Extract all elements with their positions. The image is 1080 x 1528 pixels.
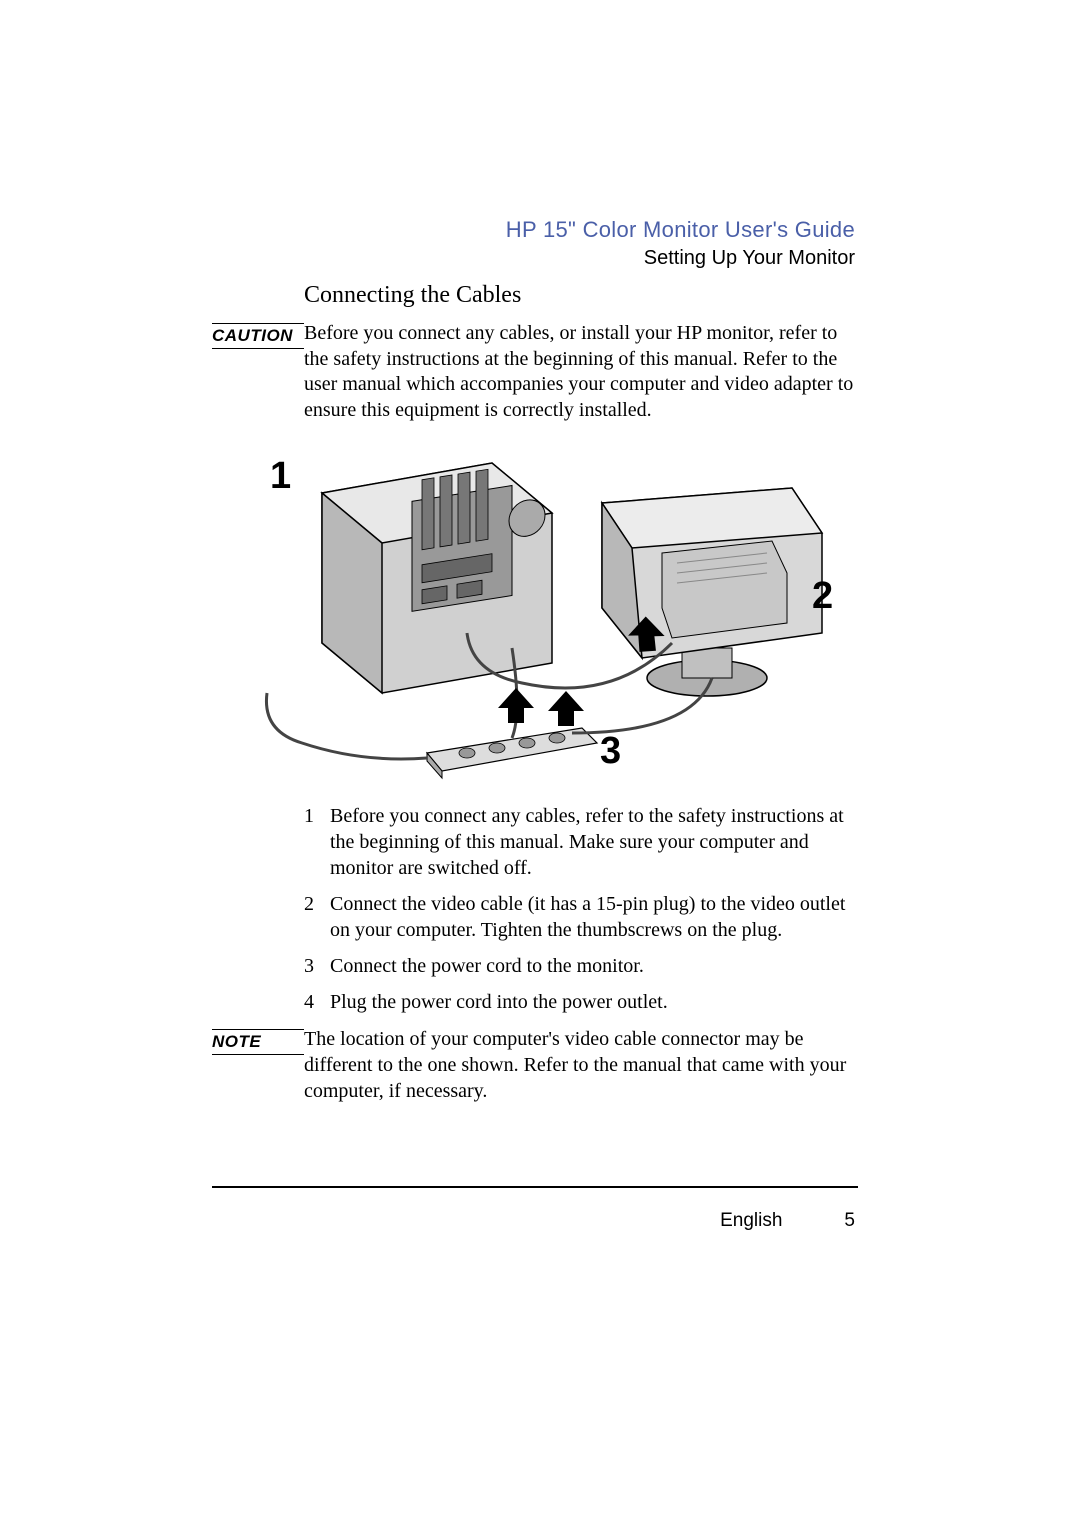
diagram-label-3: 3	[600, 730, 621, 772]
footer-language: English	[720, 1210, 782, 1232]
footer-page-number: 5	[844, 1210, 855, 1232]
document-title: HP 15" Color Monitor User's Guide	[506, 217, 855, 243]
diagram-label-2: 2	[812, 575, 833, 617]
step-item: 1 Before you connect any cables, refer t…	[304, 803, 858, 881]
note-label: NOTE	[212, 1029, 304, 1055]
document-page: HP 15" Color Monitor User's Guide Settin…	[0, 0, 1080, 1528]
step-item: 3 Connect the power cord to the monitor.	[304, 953, 858, 979]
step-text: Connect the power cord to the monitor.	[330, 953, 858, 979]
step-item: 2 Connect the video cable (it has a 15-p…	[304, 891, 858, 943]
step-number: 3	[304, 953, 330, 979]
content-area: Connecting the Cables CAUTION Before you…	[212, 282, 858, 1104]
connection-diagram: 1 2 3	[212, 433, 858, 783]
document-subtitle: Setting Up Your Monitor	[506, 247, 855, 270]
step-number: 4	[304, 989, 330, 1015]
step-text: Connect the video cable (it has a 15-pin…	[330, 891, 858, 943]
step-number: 2	[304, 891, 330, 943]
note-row: NOTE The location of your computer's vid…	[212, 1027, 858, 1104]
step-number: 1	[304, 803, 330, 881]
caution-row: CAUTION Before you connect any cables, o…	[212, 321, 858, 423]
diagram-label-1: 1	[270, 455, 291, 497]
step-text: Plug the power cord into the power outle…	[330, 989, 858, 1015]
section-heading: Connecting the Cables	[304, 282, 858, 309]
caution-text: Before you connect any cables, or instal…	[304, 321, 858, 423]
step-item: 4 Plug the power cord into the power out…	[304, 989, 858, 1015]
page-header: HP 15" Color Monitor User's Guide Settin…	[506, 217, 855, 270]
title-row: Connecting the Cables	[212, 282, 858, 321]
note-text: The location of your computer's video ca…	[304, 1027, 858, 1104]
step-text: Before you connect any cables, refer to …	[330, 803, 858, 881]
computer-tower-icon	[322, 463, 552, 693]
caution-label: CAUTION	[212, 323, 304, 349]
footer-rule	[212, 1186, 858, 1188]
monitor-icon	[602, 488, 822, 696]
page-footer: English 5	[720, 1210, 855, 1232]
steps-list: 1 Before you connect any cables, refer t…	[304, 803, 858, 1015]
